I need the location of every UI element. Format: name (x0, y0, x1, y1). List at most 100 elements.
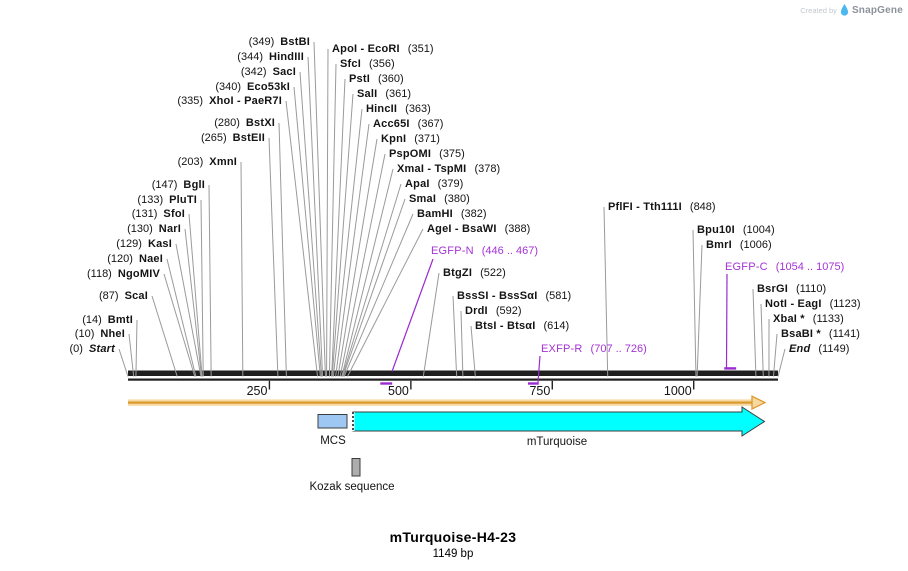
site-name: Bpu10I (697, 223, 735, 236)
site-name: NarI (158, 222, 181, 235)
site-position: (129) (116, 237, 142, 250)
site-line-bpu10i (692, 229, 697, 377)
site-agei-bsawi[interactable]: AgeI - BsaWI (388) (427, 222, 530, 236)
site-bsabi[interactable]: BsaBI * (1141) (781, 327, 860, 341)
primer-line-egfp-n (391, 258, 434, 372)
site-position: (118) (86, 267, 112, 280)
site-line-apai (341, 183, 402, 377)
site-position: (1110) (795, 282, 827, 295)
site-bsteii[interactable]: (265) BstEII (201, 131, 265, 145)
site-name: ApoI - EcoRI (332, 42, 400, 55)
site-bamhi[interactable]: BamHI (382) (417, 207, 487, 221)
site-name: BglI (183, 178, 205, 191)
site-line-pspomi (339, 153, 386, 377)
site-line-bstxi (278, 122, 287, 377)
site-xmni[interactable]: (203) XmnI (178, 155, 237, 169)
site-bpu10i[interactable]: Bpu10I (1004) (697, 223, 775, 237)
ruler-label-500: 500 (388, 383, 409, 398)
site-line-xhoi-paer7i (285, 100, 319, 377)
site-name: XbaI * (773, 312, 805, 325)
site-psti[interactable]: PstI (360) (349, 72, 404, 86)
site-line-sali (331, 93, 354, 377)
site-apai[interactable]: ApaI (379) (405, 177, 463, 191)
site-position: (1006) (739, 238, 772, 251)
site-line-hincii (332, 108, 363, 377)
site-line-scai (151, 295, 178, 377)
site-end[interactable]: End (1149) (789, 342, 849, 356)
primer-egfp-c[interactable]: EGFP-C (1054 .. 1075) (725, 260, 844, 274)
primer-line-exfp-r (537, 355, 541, 383)
site-noti-eagi[interactable]: NotI - EagI (1123) (765, 297, 861, 311)
site-name: KasI (147, 237, 172, 250)
primer-exfp-r[interactable]: EXFP-R (707 .. 726) (541, 342, 647, 356)
primer-segment-egfp-n[interactable] (380, 382, 393, 385)
site-naei[interactable]: (120) NaeI (107, 252, 163, 266)
site-nari[interactable]: (130) NarI (127, 222, 181, 236)
site-start[interactable]: (0) Start (69, 342, 115, 356)
site-xbai[interactable]: XbaI * (1133) (773, 312, 844, 326)
site-name: BstEII (232, 131, 265, 144)
site-acc65i[interactable]: Acc65I (367) (373, 117, 443, 131)
site-pluti[interactable]: (133) PluTI (137, 193, 197, 207)
site-name: End (789, 342, 811, 355)
site-line-bstbi (313, 41, 326, 377)
site-pspomi[interactable]: PspOMI (375) (389, 147, 465, 161)
site-hincii[interactable]: HincII (363) (366, 102, 431, 116)
site-position: (130) (127, 222, 153, 235)
site-bstxi[interactable]: (280) BstXI (214, 116, 275, 130)
site-position: (592) (495, 304, 522, 317)
site-drdi[interactable]: DrdI (592) (465, 304, 522, 318)
site-name: HindIII (268, 50, 304, 63)
site-line-bmri (696, 244, 703, 377)
primer-segment-exfp-r[interactable] (527, 382, 539, 385)
site-position: (120) (107, 252, 133, 265)
site-position: (375) (439, 147, 465, 160)
site-xmai-tspmi[interactable]: XmaI - TspMI (378) (397, 162, 500, 176)
site-name: NaeI (138, 252, 163, 265)
site-position: (378) (474, 162, 501, 175)
site-pflfi-tth111i[interactable]: PflFI - Tth111I (848) (608, 200, 716, 214)
feature-label-kozak-sequence: Kozak sequence (309, 481, 395, 493)
site-bgli[interactable]: (147) BglI (152, 178, 205, 192)
site-btsi-bts-i[interactable]: BtsI - BtsαI (614) (475, 319, 569, 333)
site-name: XmnI (209, 155, 237, 168)
site-apoi-ecori[interactable]: ApoI - EcoRI (351) (332, 42, 433, 56)
site-smai[interactable]: SmaI (380) (409, 192, 470, 206)
site-line-kasi (175, 243, 202, 377)
site-sali[interactable]: SalI (361) (357, 87, 411, 101)
site-bsrgi[interactable]: BsrGI (1110) (757, 282, 826, 296)
site-saci[interactable]: (342) SacI (241, 65, 296, 79)
credit-brand-label: SnapGene (851, 4, 903, 16)
site-nhei[interactable]: (10) NheI (75, 327, 125, 341)
site-eco53ki[interactable]: (340) Eco53kI (215, 80, 290, 94)
site-sfci[interactable]: SfcI (356) (340, 57, 395, 71)
feature-mturquoise[interactable] (352, 406, 766, 437)
site-position: (1123) (829, 297, 861, 310)
site-bmri[interactable]: BmrI (1006) (706, 238, 772, 252)
site-name: BstXI (245, 116, 275, 129)
primer-segment-egfp-c[interactable] (724, 367, 737, 370)
site-position: (133) (137, 193, 164, 206)
site-bstbi[interactable]: (349) BstBI (249, 35, 310, 49)
feature-kozak-sequence[interactable] (351, 458, 361, 477)
site-ngomiv[interactable]: (118) NgoMIV (87, 267, 160, 281)
primer-name: EGFP-C (725, 260, 768, 273)
site-kasi[interactable]: (129) KasI (116, 237, 172, 251)
site-xhoi-paer7i[interactable]: (335) XhoI - PaeR7I (177, 94, 282, 108)
site-line-nhei (128, 333, 135, 377)
primer-egfp-n[interactable]: EGFP-N (446 .. 467) (431, 244, 538, 258)
site-line-ngomiv (163, 273, 196, 377)
site-name: ApaI (405, 177, 430, 190)
site-hindiii[interactable]: (344) HindIII (237, 50, 304, 64)
site-sfoi[interactable]: (131) SfoI (132, 207, 185, 221)
site-bmti[interactable]: (14) BmtI (82, 313, 133, 327)
site-btgzi[interactable]: BtgZI (522) (443, 266, 506, 280)
site-kpni[interactable]: KpnI (371) (381, 132, 440, 146)
primer-line-egfp-c (725, 273, 728, 368)
feature-mcs[interactable] (317, 414, 348, 429)
site-position: (1133) (812, 312, 844, 325)
site-scai[interactable]: (87) ScaI (99, 289, 148, 303)
title-block: mTurquoise-H4-23 1149 bp (390, 529, 517, 560)
site-bsssi-bsss-i[interactable]: BssSI - BssSαI (581) (457, 289, 571, 303)
